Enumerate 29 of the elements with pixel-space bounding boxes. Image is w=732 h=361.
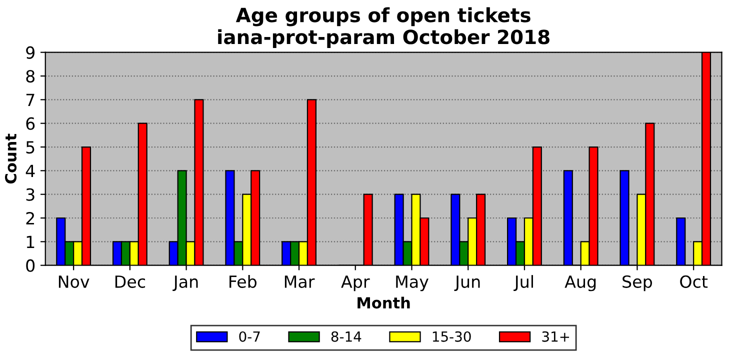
y-tick-label: 3 [26, 188, 34, 201]
x-tick-label: May [396, 276, 428, 292]
x-tick-label: Apr [341, 276, 370, 292]
x-tick-label: Oct [680, 275, 708, 288]
x-tick-label: Jun [454, 276, 480, 292]
y-tick-label: 1 [26, 236, 34, 248]
y-tick-label: 7 [26, 94, 34, 106]
legend-label: 15-30 [432, 331, 471, 342]
y-tick-label: 8 [26, 70, 35, 83]
x-tick-label: Sep [622, 275, 652, 292]
y-tick-label: 5 [26, 141, 34, 154]
x-axis-title: Month [358, 296, 410, 309]
y-tick-label: 9 [26, 46, 34, 59]
x-tick-label: Dec [115, 276, 146, 288]
x-tick-label: Nov [58, 276, 90, 288]
y-tick-label: 4 [26, 164, 35, 178]
legend-label: 31+ [542, 331, 570, 342]
y-tick-label: 0 [26, 259, 35, 272]
y-axis-title: Count [4, 134, 17, 184]
x-tick-label: Mar [284, 276, 315, 288]
legend-label: 8-14 [331, 331, 362, 342]
x-tick-label: Feb [230, 275, 256, 288]
x-tick-label: Aug [564, 276, 596, 292]
chart-title: Age groups of open tickets iana-prot-param October 2018 [218, 7, 550, 48]
x-tick-label: Jul [514, 275, 533, 292]
y-tick-label: 2 [26, 212, 34, 224]
x-tick-label: Jan [172, 276, 198, 292]
y-tick-label: 6 [26, 117, 35, 130]
legend-label: 0-7 [239, 331, 260, 342]
